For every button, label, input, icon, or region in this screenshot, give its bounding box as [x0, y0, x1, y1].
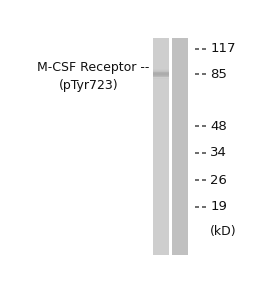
Text: 48: 48: [210, 120, 227, 133]
Text: (kD): (kD): [210, 225, 237, 238]
Bar: [172, 38, 188, 255]
Text: 85: 85: [210, 68, 227, 81]
Bar: [153, 77, 169, 78]
Text: (pTyr723): (pTyr723): [59, 79, 119, 92]
Bar: [153, 70, 169, 71]
Bar: [153, 78, 169, 79]
Text: 19: 19: [210, 200, 227, 213]
Text: M-CSF Receptor --: M-CSF Receptor --: [37, 61, 149, 74]
Bar: [153, 73, 169, 74]
Bar: [153, 71, 169, 72]
Bar: [153, 38, 169, 255]
Text: 34: 34: [210, 146, 227, 159]
Text: 26: 26: [210, 174, 227, 187]
Bar: [153, 75, 169, 76]
Bar: [153, 69, 169, 70]
Bar: [153, 74, 169, 75]
Text: 117: 117: [210, 42, 236, 55]
